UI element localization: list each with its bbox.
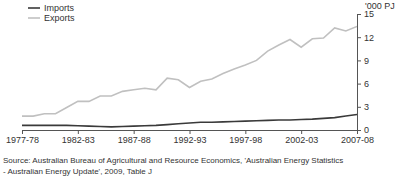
y-tick: 6 [357,79,369,89]
x-tick: 1977-78 [6,130,39,145]
x-axis-line [23,131,358,135]
series-line [22,26,357,116]
legend-label: Exports [44,13,75,23]
x-tick-label: 1987-88 [118,135,151,145]
x-tick: 1982-83 [62,130,95,145]
y-tick-label: 3 [364,102,369,112]
source-note: - Australian Energy Update', 2009, Table… [3,167,152,176]
x-tick-label: 1992-93 [173,135,206,145]
legend-swatch [28,7,40,9]
y-tick-label: 6 [364,79,369,89]
x-tick-mark [190,130,191,134]
y-tick: 3 [357,102,369,112]
y-tick: 9 [357,56,369,66]
x-axis: 1977-78 1982-83 1987-88 1992-93 1997-98 2002-… [6,130,374,145]
y-tick-mark [357,107,361,108]
x-tick: 1987-88 [118,130,151,145]
x-tick: 2007-08 [341,130,374,145]
x-tick: 1997-98 [229,130,262,145]
x-tick-mark [22,130,23,134]
x-tick-mark [134,130,135,134]
x-tick-mark [245,130,246,134]
y-tick-label: 12 [364,33,374,43]
y-tick-mark [357,84,361,85]
y-tick-mark [357,130,361,131]
x-tick-label: 2002-03 [285,135,318,145]
y-tick: 0 [357,125,369,135]
x-tick-label: 1977-78 [6,135,39,145]
x-tick-label: 2007-08 [341,135,374,145]
x-tick-mark [301,130,302,134]
y-tick: 12 [357,33,374,43]
y-tick-mark [357,14,361,15]
y-tick-mark [357,37,361,38]
y-tick-label: 0 [364,125,369,135]
series-line [22,115,357,127]
x-tick: 1992-93 [173,130,206,145]
x-tick: 2002-03 [285,130,318,145]
x-tick-label: 1997-98 [229,135,262,145]
y-tick-label: 9 [364,56,369,66]
x-tick-mark [78,130,79,134]
y-axis-title: '000 PJ [365,1,395,11]
x-tick-label: 1982-83 [62,135,95,145]
y-axis-line [358,15,362,131]
lines [22,26,357,127]
legend-swatch [28,17,40,19]
legend: ImportsExports [28,3,75,23]
y-tick-mark [357,60,361,61]
y-axis: 03691215 [357,9,374,135]
source-note: Source: Australian Bureau of Agricultura… [3,156,343,165]
legend-label: Imports [44,3,75,13]
chart: 1977-78 1982-83 1987-88 1992-93 1997-98 2002-… [0,0,397,189]
plot: 1977-78 1982-83 1987-88 1992-93 1997-98 2002-… [6,1,395,145]
